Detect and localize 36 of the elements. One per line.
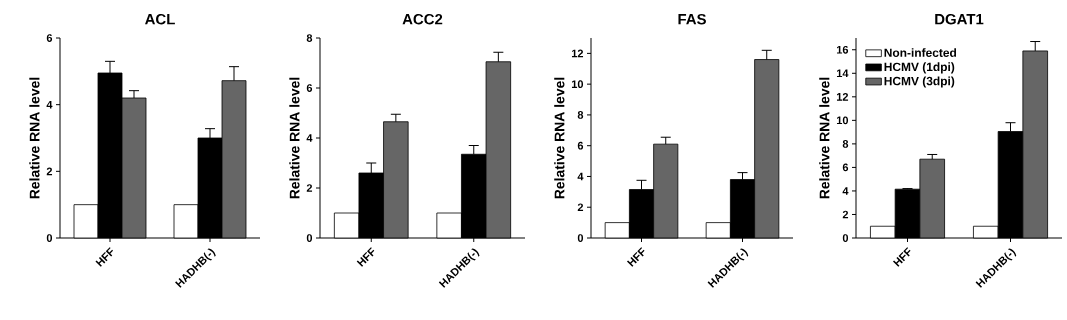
y-tick-label: 8 [577, 111, 584, 119]
y-tick-label: 8 [306, 34, 313, 42]
y-tick-label: 2 [306, 184, 313, 192]
y-tick-label: 8 [842, 140, 849, 148]
y-tick-label: 10 [836, 116, 849, 125]
y-axis-title: Relative RNA level [29, 77, 40, 199]
y-tick-label: 4 [842, 187, 849, 195]
y-tick-label: 0 [842, 234, 849, 242]
y-tick-label: 4 [577, 172, 584, 181]
y-tick-label: 2 [577, 203, 584, 212]
y-tick-label: 0 [306, 234, 313, 242]
chart-title: FAS [678, 13, 706, 25]
y-tick-label: 0 [577, 234, 584, 242]
y-tick-label: 14 [836, 69, 849, 78]
y-tick-label: 6 [306, 84, 313, 92]
y-axis-title: Relative RNA level [289, 77, 300, 199]
y-tick-label: 0 [46, 234, 53, 242]
y-tick-label: 2 [46, 167, 53, 176]
legend-label: HCMV (1dpi) [884, 62, 955, 74]
y-tick-label: 12 [571, 49, 584, 58]
y-tick-label: 4 [46, 100, 53, 109]
y-tick-label: 6 [577, 141, 584, 150]
chart-title: ACL [145, 13, 175, 25]
legend-label: Non-infected [884, 48, 957, 57]
y-tick-label: 4 [306, 134, 313, 142]
y-tick-label: 6 [46, 34, 53, 42]
y-axis-title: Relative RNA level [554, 77, 565, 199]
y-tick-label: 10 [571, 80, 584, 89]
chart-title: ACC2 [402, 13, 443, 25]
legend-label: HCMV (3dpi) [884, 76, 955, 88]
y-axis-title: Relative RNA level [819, 77, 830, 199]
y-tick-label: 12 [836, 93, 849, 101]
y-tick-label: 2 [842, 210, 849, 219]
y-tick-label: 16 [836, 45, 849, 54]
chart-title: DGAT1 [935, 13, 984, 25]
y-tick-label: 6 [842, 163, 849, 172]
